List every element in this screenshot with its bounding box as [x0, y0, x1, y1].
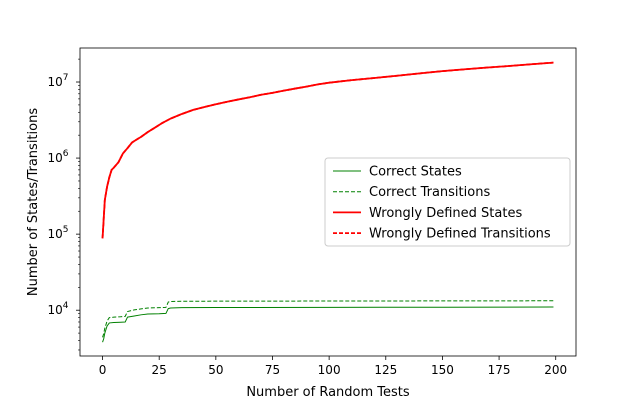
- y-tick-label: 105: [47, 225, 68, 241]
- x-tick-label: 175: [488, 363, 511, 377]
- legend-label: Correct States: [369, 165, 462, 180]
- x-tick-label: 75: [265, 363, 280, 377]
- plot-frame: [79, 47, 577, 357]
- x-tick-label: 0: [99, 363, 107, 377]
- x-axis-ticks: 0 25 50 75 100 125 150 175 200: [99, 356, 567, 377]
- x-axis-label: Number of Random Tests: [246, 385, 410, 400]
- x-tick-label: 50: [208, 363, 223, 377]
- legend-items: Correct States Correct Transitions Wrongly…: [333, 165, 551, 242]
- y-axis-ticks: 104 105 106 107: [47, 58, 80, 351]
- plot-lines: [101, 61, 554, 343]
- y-axis-label: Number of States/Transitions: [26, 108, 41, 296]
- y-tick-label: 104: [47, 301, 68, 317]
- legend: Correct States Correct Transitions Wrongly…: [324, 157, 571, 247]
- y-tick-label: 107: [47, 73, 68, 89]
- legend-label: Correct Transitions: [369, 185, 490, 200]
- x-tick-label: 200: [544, 363, 567, 377]
- x-tick-label: 125: [374, 363, 397, 377]
- x-tick-label: 100: [318, 363, 341, 377]
- series-line-4: [101, 61, 554, 239]
- y-tick-label: 106: [47, 149, 68, 165]
- x-tick-label: 25: [152, 363, 167, 377]
- x-tick-label: 150: [431, 363, 454, 377]
- series-line-1: [102, 306, 554, 343]
- series-line-2: [102, 300, 554, 338]
- legend-label: Wrongly Defined States: [369, 206, 522, 221]
- legend-box: [324, 157, 571, 247]
- legend-label: Wrongly Defined Transitions: [369, 227, 551, 242]
